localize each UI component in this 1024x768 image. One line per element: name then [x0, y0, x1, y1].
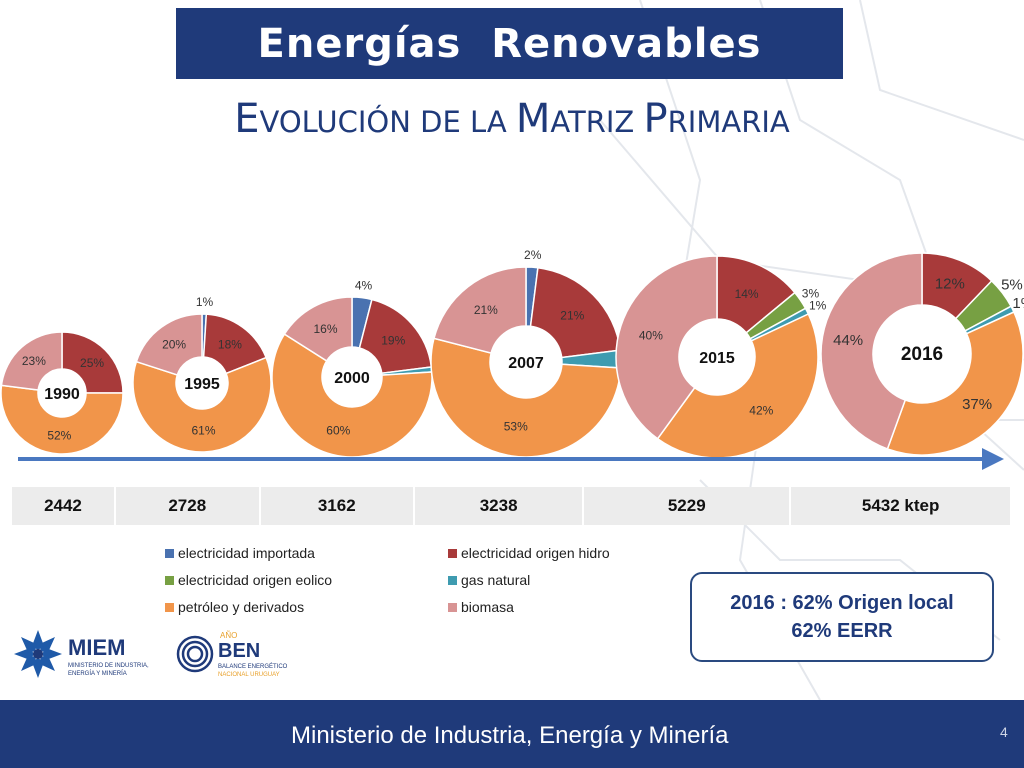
year-label: 2016 — [901, 344, 943, 365]
slice-label: 3% — [802, 286, 820, 300]
donut-chart-2007: 2%21%3%53%21%2007 — [430, 248, 642, 458]
slide-subtitle: EVOLUCIÓN DE LA MATRIZ PRIMARIA — [0, 96, 1024, 142]
slice-label: 12% — [935, 275, 965, 292]
slice-label: 4% — [355, 279, 373, 293]
subtitle-part: ATRIZ — [550, 105, 644, 139]
legend-swatch — [448, 602, 457, 612]
donut-chart-2015: 14% 3%1% 42% 40% 2015 — [615, 255, 827, 459]
slice-label: 44% — [833, 332, 863, 349]
total-cell: 2442 — [12, 487, 116, 525]
subtitle-part: M — [515, 96, 551, 142]
slice-label: 2% — [524, 248, 542, 262]
miem-name: MIEM — [68, 635, 125, 660]
legend-label: electricidad importada — [178, 545, 315, 561]
donut-chart-1990: 25% 52% 23% 1990 — [0, 331, 124, 455]
ben-name: BEN — [218, 640, 260, 662]
slice-label: 14% — [735, 287, 759, 301]
footer-ministry-name: Ministerio de Industria, Energía y Miner… — [291, 722, 729, 749]
year-label: 1990 — [44, 386, 80, 403]
year-label: 2007 — [508, 355, 544, 372]
donut-hole — [490, 326, 562, 398]
legend-item: gas natural — [448, 572, 530, 588]
legend-swatch — [165, 548, 174, 558]
summary-callout: 2016 : 62% Origen local 62% EERR — [690, 572, 994, 662]
legend-item: electricidad origen hidro — [448, 545, 610, 561]
donut-charts: 25% 52% 23% 1990 1% 18% 61% 20% 1995 4% 19% 1% 60% 16… — [0, 248, 1024, 459]
slice-label: 18% — [218, 338, 242, 352]
slice-label: 20% — [162, 338, 186, 352]
subtitle-part: P — [643, 96, 668, 142]
legend-item: electricidad importada — [165, 545, 315, 561]
total-cell: 3238 — [415, 487, 585, 525]
donut-hole — [38, 369, 86, 417]
year-label: 1995 — [184, 376, 220, 393]
legend-swatch — [448, 548, 457, 558]
legend-label: petróleo y derivados — [178, 599, 305, 615]
callout-line-1: 2016 : 62% Origen local — [730, 592, 954, 614]
legend-label: gas natural — [461, 572, 531, 588]
subtitle-part: RIMARIA — [667, 105, 790, 139]
miem-sub-1: MINISTERIO DE INDUSTRIA, — [68, 663, 149, 669]
subtitle-part: VOLUCIÓN DE LA — [259, 105, 516, 139]
legend-swatch — [165, 602, 174, 612]
donut-chart-2016: 12% 5%1% 37% 44% 2016 — [820, 252, 1024, 456]
slice-label: 19% — [381, 334, 405, 348]
slice-label: 1% — [196, 295, 214, 309]
logos: MIEM MINISTERIO DE INDUSTRIA, ENERGÍA Y … — [14, 630, 288, 678]
donut-hole — [176, 357, 228, 409]
slice-label: 53% — [504, 420, 528, 434]
legend-label: biomasa — [461, 599, 514, 615]
year-label: 2015 — [699, 350, 735, 367]
slice-label: 5% — [1001, 277, 1023, 294]
page-number: 4 — [1000, 724, 1008, 740]
donut-hole — [322, 347, 382, 407]
legend-item: biomasa — [448, 599, 514, 615]
legend-swatch — [165, 575, 174, 585]
slice-label: 61% — [191, 423, 215, 437]
legend-item: petróleo y derivados — [165, 599, 304, 615]
footer-bar — [0, 700, 1024, 768]
ben-sub-1: BALANCE ENERGÉTICO — [218, 663, 288, 670]
chart-legend: electricidad importada electricidad orig… — [165, 545, 685, 625]
slice-label: 60% — [326, 423, 350, 437]
donut-slice — [283, 296, 353, 362]
slice-label: 1% — [809, 299, 827, 313]
slice-label: 42% — [749, 404, 773, 418]
slide-title: Energías Renovables — [257, 20, 762, 67]
ben-sub-2: NACIONAL URUGUAY — [218, 672, 280, 678]
slice-label: 37% — [962, 396, 992, 413]
callout-line-2: 62% EERR — [791, 620, 893, 642]
ben-year-label: AÑO — [220, 631, 237, 640]
title-banner: Energías Renovables — [176, 8, 843, 79]
year-label: 2000 — [334, 370, 370, 387]
slice-label: 1% — [1012, 295, 1024, 312]
slice-label: 52% — [47, 428, 71, 442]
slice-label: 21% — [474, 303, 498, 317]
slice-label: 16% — [313, 322, 337, 336]
total-cell: 3162 — [261, 487, 415, 525]
total-cell: 5432 ktep — [861, 496, 940, 515]
timeline-arrow — [18, 448, 1004, 470]
legend-item: electricidad origen eolico — [165, 572, 332, 588]
donut-hole — [873, 305, 971, 403]
legend-label: electricidad origen eolico — [178, 572, 333, 588]
legend-swatch — [448, 575, 457, 585]
slice-label: 25% — [80, 356, 104, 370]
slice-label: 21% — [560, 309, 584, 323]
total-cell: 5229 — [584, 487, 792, 525]
donut-hole — [679, 319, 755, 395]
total-cell: 2728 — [116, 487, 261, 525]
totals-row: 2442 2728 3162 3238 5229 5432 ktep — [12, 487, 1010, 525]
legend-label: electricidad origen hidro — [461, 545, 610, 561]
miem-sub-2: ENERGÍA Y MINERÍA — [68, 670, 127, 677]
ben-logo: AÑO BEN BALANCE ENERGÉTICO NACIONAL URUG… — [176, 631, 288, 678]
miem-logo: MIEM MINISTERIO DE INDUSTRIA, ENERGÍA Y … — [14, 630, 149, 678]
subtitle-part: E — [234, 96, 260, 142]
donut-chart-2000: 4%19%1%60%16%2000 — [271, 279, 453, 458]
slice-label: 40% — [639, 329, 663, 343]
slice-label: 23% — [22, 354, 46, 368]
donut-chart-1995: 1% 18% 61% 20% 1995 — [132, 295, 272, 453]
